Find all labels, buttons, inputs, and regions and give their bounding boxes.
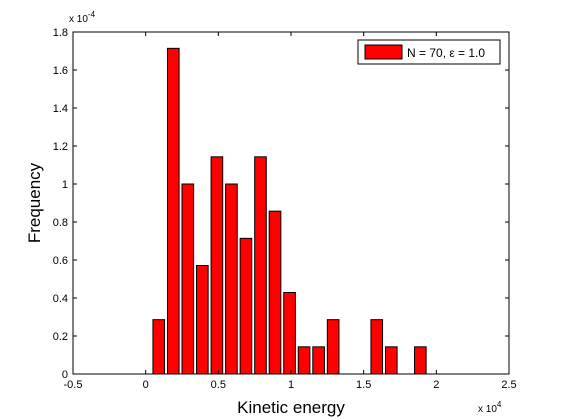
y-axis-label: Frequency — [25, 162, 44, 243]
bar — [196, 265, 209, 375]
y-tick-label: 0.8 — [53, 217, 68, 229]
bar — [312, 346, 325, 375]
x-axis-label: Kinetic energy — [237, 398, 345, 417]
y-tick-label: 1.8 — [53, 27, 68, 39]
bar — [283, 291, 296, 375]
y-tick-label: 0 — [62, 369, 68, 381]
bar — [384, 346, 398, 375]
bar — [370, 319, 384, 375]
y-tick-label: 1.6 — [53, 65, 68, 77]
y-tick-label: 1 — [62, 179, 68, 191]
legend: N = 70, ε = 1.0 — [357, 39, 501, 65]
bar — [225, 183, 238, 375]
bar — [210, 156, 224, 375]
bar — [152, 319, 166, 375]
y-tick-label: 1.4 — [53, 103, 68, 115]
x-tick-label: 1.5 — [356, 379, 371, 391]
x-tick-label: 2 — [433, 379, 439, 391]
x-multiplier: x 104 — [478, 400, 502, 415]
y-tick-label: 0.2 — [53, 331, 68, 343]
bar — [414, 346, 427, 375]
bar — [254, 156, 267, 375]
bar — [181, 183, 195, 375]
bar — [239, 237, 253, 375]
bar — [326, 319, 340, 375]
y-multiplier: x 10-4 — [69, 10, 96, 25]
y-tick-label: 0.6 — [53, 255, 68, 267]
x-tick-label: -0.5 — [64, 379, 83, 391]
x-axis-ticks: -0.5 0 0.5 1 1.5 2 2.5 — [64, 32, 517, 391]
x-tick-label: 1 — [288, 379, 294, 391]
legend-label: N = 70, ε = 1.0 — [407, 46, 485, 60]
legend-swatch — [364, 44, 403, 60]
bar — [297, 346, 311, 375]
x-tick-label: 0 — [143, 379, 149, 391]
y-axis-ticks: 0 0.2 0.4 0.6 0.8 1 1.2 1.4 1.6 1.8 — [53, 27, 509, 381]
y-tick-label: 0.4 — [53, 293, 68, 305]
x-tick-label: 2.5 — [501, 379, 516, 391]
bar — [268, 210, 282, 375]
bar — [166, 47, 180, 375]
x-tick-label: 0.5 — [211, 379, 226, 391]
y-tick-label: 1.2 — [53, 141, 68, 153]
